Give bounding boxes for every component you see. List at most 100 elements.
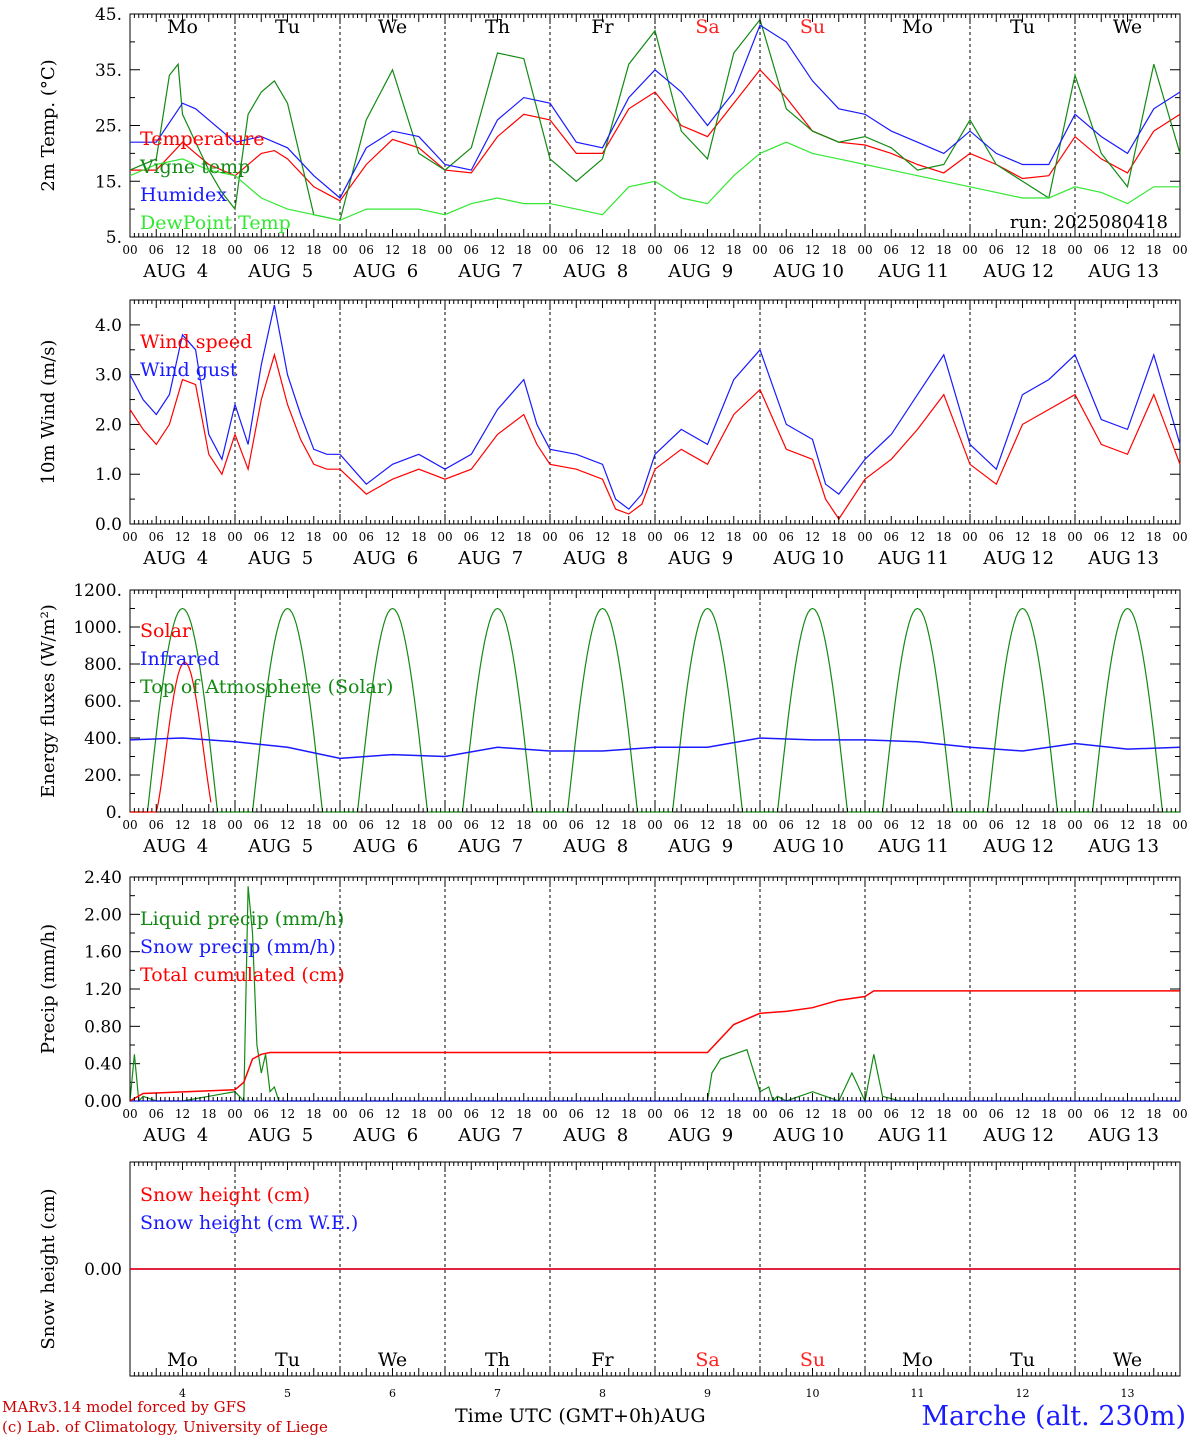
x-tick-label: 18 <box>726 818 741 832</box>
y-tick-label: 0.80 <box>84 1017 122 1037</box>
x-tick-label: 00 <box>752 1107 767 1121</box>
x-date-label: 6 <box>407 1125 418 1146</box>
x-date-label: 5 <box>302 261 313 282</box>
x-date-label: 7 <box>512 836 523 857</box>
x-tick-label: 00 <box>332 530 347 544</box>
x-tick-label: 06 <box>989 1107 1004 1121</box>
x-tick-label: 06 <box>674 530 689 544</box>
series-line-red <box>129 990 1180 1102</box>
x-month-label: AUG <box>982 548 1026 569</box>
x-tick-label: 12 <box>490 818 505 832</box>
x-month-label: AUG <box>457 548 501 569</box>
legend-entry: Top of Atmosphere (Solar) <box>140 676 393 698</box>
legend-entry: Total cumulated (cm) <box>140 964 345 986</box>
footer-model-credit: MARv3.14 model forced by GFS <box>2 1398 247 1416</box>
x-month-label: AUG <box>562 548 606 569</box>
x-date-label: 11 <box>926 836 949 857</box>
panel-frame <box>129 299 1181 525</box>
day-name-label: Mo <box>167 16 198 38</box>
series-line-red <box>130 68 1181 202</box>
x-tick-label: 00 <box>227 1107 242 1121</box>
x-tick-label: 06 <box>1094 243 1109 257</box>
x-month-label: AUG <box>667 261 711 282</box>
x-tick-label: 12 <box>805 530 820 544</box>
x-tick-label: 12 <box>385 530 400 544</box>
bottom-date-label: 10 <box>806 1387 820 1400</box>
x-date-label: 9 <box>722 1125 733 1146</box>
x-tick-label: 00 <box>122 818 137 832</box>
x-tick-label: 06 <box>989 530 1004 544</box>
x-date-label: 5 <box>302 836 313 857</box>
x-month-label: AUG <box>562 1125 606 1146</box>
x-tick-label: 00 <box>962 243 977 257</box>
y-tick-label: 2.40 <box>84 868 122 888</box>
x-month-label: AUG <box>352 261 396 282</box>
x-month-label: AUG <box>142 548 186 569</box>
x-tick-label: 06 <box>359 530 374 544</box>
x-axis-group: 00 06 12 18 00 06 12 18 00 06 12 18 00 06 12 18 00 06 12 18… <box>122 590 1188 857</box>
day-name-label: Tu <box>275 16 300 38</box>
x-tick-label: 06 <box>884 530 899 544</box>
x-month-label: AUG <box>352 836 396 857</box>
x-tick-label: 06 <box>1094 1107 1109 1121</box>
x-tick-label: 00 <box>1172 818 1187 832</box>
x-month-label: AUG <box>772 548 816 569</box>
y-axis-label: Energy fluxes (W/m²) <box>38 604 59 798</box>
x-tick-label: 12 <box>700 1107 715 1121</box>
x-tick-label: 12 <box>1015 1107 1030 1121</box>
x-date-label: 5 <box>302 1125 313 1146</box>
x-tick-label: 00 <box>1067 1107 1082 1121</box>
legend-entry: Temperature <box>140 128 264 150</box>
y-axis-label: 10m Wind (m/s) <box>38 340 59 485</box>
day-name-label: Su <box>800 1349 825 1371</box>
x-tick-label: 18 <box>201 818 216 832</box>
x-tick-label: 18 <box>1146 530 1161 544</box>
legend-entry: Infrared <box>140 648 220 670</box>
x-tick-label: 06 <box>254 243 269 257</box>
day-name-label: We <box>1113 1349 1142 1371</box>
x-tick-label: 12 <box>280 530 295 544</box>
x-tick-label: 18 <box>1041 818 1056 832</box>
x-date-label: 12 <box>1031 1125 1054 1146</box>
x-tick-label: 00 <box>857 1107 872 1121</box>
x-month-label: AUG <box>772 261 816 282</box>
x-tick-label: 06 <box>254 530 269 544</box>
x-date-label: 10 <box>821 261 844 282</box>
y-tick-label: 45. <box>95 5 122 25</box>
x-tick-label: 06 <box>149 1107 164 1121</box>
x-tick-label: 00 <box>647 1107 662 1121</box>
x-tick-label: 12 <box>280 1107 295 1121</box>
y-tick-label: 200. <box>84 766 122 786</box>
x-tick-label: 00 <box>437 243 452 257</box>
x-tick-label: 00 <box>857 530 872 544</box>
y-tick-label: 0.00 <box>84 1260 122 1280</box>
y-tick-label: 1.20 <box>84 980 122 1000</box>
y-tick-label: 5. <box>106 228 122 248</box>
x-tick-label: 00 <box>122 243 137 257</box>
day-name-label: Sa <box>695 1349 719 1371</box>
x-tick-label: 00 <box>227 818 242 832</box>
day-name-label: Su <box>800 16 825 38</box>
x-tick-label: 12 <box>175 243 190 257</box>
y-tick-label: 0.40 <box>84 1055 122 1075</box>
x-date-label: 7 <box>512 1125 523 1146</box>
x-date-label: 10 <box>821 1125 844 1146</box>
x-tick-label: 18 <box>516 243 531 257</box>
x-tick-label: 00 <box>122 1107 137 1121</box>
x-month-label: AUG <box>1087 836 1131 857</box>
x-tick-label: 06 <box>149 243 164 257</box>
y-tick-label: 400. <box>84 729 122 749</box>
x-tick-label: 18 <box>726 243 741 257</box>
x-tick-label: 18 <box>936 243 951 257</box>
x-tick-label: 18 <box>306 243 321 257</box>
y-tick-label: 1000. <box>73 618 122 638</box>
x-tick-label: 06 <box>254 818 269 832</box>
x-date-label: 10 <box>821 836 844 857</box>
x-tick-label: 12 <box>805 1107 820 1121</box>
x-tick-label: 06 <box>779 1107 794 1121</box>
x-tick-label: 12 <box>385 818 400 832</box>
x-date-label: 7 <box>512 548 523 569</box>
x-month-label: AUG <box>982 836 1026 857</box>
x-tick-label: 18 <box>411 243 426 257</box>
x-date-label: 12 <box>1031 548 1054 569</box>
